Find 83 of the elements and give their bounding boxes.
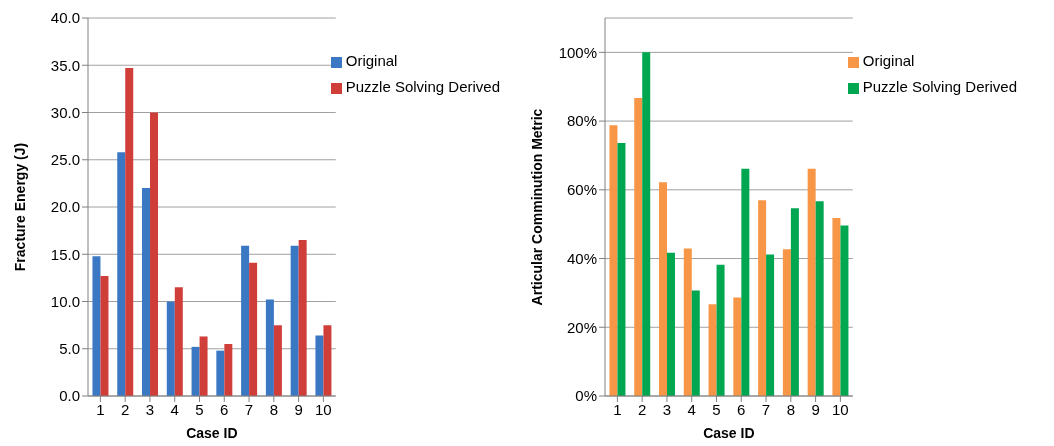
y-tick-label: 25.0	[50, 151, 80, 169]
bar	[659, 182, 668, 396]
y-tick-label: 35.0	[50, 56, 80, 74]
bar	[617, 143, 626, 396]
y-axis-title: Articular Comminution Metric	[528, 108, 545, 306]
bar	[790, 208, 799, 396]
x-tick-label: 9	[811, 400, 820, 418]
bar	[100, 275, 109, 396]
legend-label: Original	[862, 52, 915, 69]
x-tick-label: 5	[195, 400, 204, 418]
x-tick-label: 2	[120, 400, 130, 418]
x-tick-label: 6	[737, 400, 746, 418]
y-tick-label: 40.0	[50, 9, 80, 27]
bar	[92, 256, 101, 396]
y-tick-label: 60%	[566, 181, 597, 199]
y-tick-label: 5.0	[59, 340, 80, 358]
bar	[691, 290, 700, 396]
legend-label: Puzzle Solving Derived	[862, 78, 1017, 95]
bar	[224, 344, 233, 396]
y-tick-label: 0.0	[59, 387, 80, 405]
bar	[142, 188, 151, 396]
bar	[832, 218, 841, 396]
bar	[249, 262, 258, 396]
y-tick-label: 15.0	[50, 245, 80, 263]
bar	[216, 350, 225, 396]
y-tick-label: 20%	[566, 318, 597, 336]
bar	[166, 301, 175, 396]
bar	[298, 240, 307, 396]
bar	[782, 249, 791, 396]
bar	[708, 304, 717, 396]
bar	[807, 168, 816, 396]
x-tick-label: 3	[662, 400, 672, 418]
bar	[290, 245, 299, 396]
bar	[199, 336, 208, 396]
bar	[117, 152, 126, 396]
y-axis-title: Fracture Energy (J)	[11, 142, 28, 272]
y-tick-label: 20.0	[50, 198, 80, 216]
bar	[642, 52, 651, 396]
y-tick-label: 30.0	[50, 103, 80, 121]
bar	[125, 68, 134, 396]
y-tick-label: 100%	[558, 43, 597, 61]
legend-label: Original	[345, 52, 398, 69]
bar	[323, 325, 332, 396]
bar	[667, 252, 676, 396]
x-tick-label: 6	[220, 400, 229, 418]
x-tick-label: 8	[786, 400, 795, 418]
x-tick-label: 1	[96, 400, 105, 418]
bar	[840, 225, 849, 396]
bar	[241, 245, 250, 396]
x-tick-label: 7	[761, 400, 771, 418]
bar	[815, 201, 824, 396]
bar	[150, 112, 159, 396]
bar	[683, 248, 692, 396]
bar	[766, 254, 775, 396]
bar	[741, 168, 750, 396]
y-tick-label: 80%	[566, 112, 597, 130]
x-axis-title: Case ID	[186, 425, 238, 441]
x-tick-label: 4	[687, 400, 696, 418]
x-tick-label: 5	[712, 400, 721, 418]
bar	[265, 299, 274, 396]
x-tick-label: 10	[315, 400, 332, 418]
x-tick-label: 9	[294, 400, 303, 418]
bar	[609, 125, 618, 396]
x-tick-label: 4	[170, 400, 179, 418]
x-tick-label: 1	[613, 400, 622, 418]
bar	[273, 325, 282, 396]
x-axis-title: Case ID	[703, 425, 755, 441]
bar	[758, 200, 767, 396]
bar	[634, 98, 643, 396]
x-tick-label: 3	[145, 400, 155, 418]
y-tick-label: 0%	[575, 387, 597, 405]
x-tick-label: 7	[244, 400, 254, 418]
y-tick-label: 10.0	[50, 292, 80, 310]
bar	[174, 287, 183, 396]
bar	[315, 335, 324, 396]
x-tick-label: 2	[637, 400, 647, 418]
bar	[191, 346, 200, 396]
bar	[733, 297, 742, 396]
y-tick-label: 40%	[566, 249, 597, 267]
x-tick-label: 10	[832, 400, 849, 418]
bar	[716, 264, 725, 396]
legend-label: Puzzle Solving Derived	[345, 78, 500, 95]
x-tick-label: 8	[269, 400, 278, 418]
